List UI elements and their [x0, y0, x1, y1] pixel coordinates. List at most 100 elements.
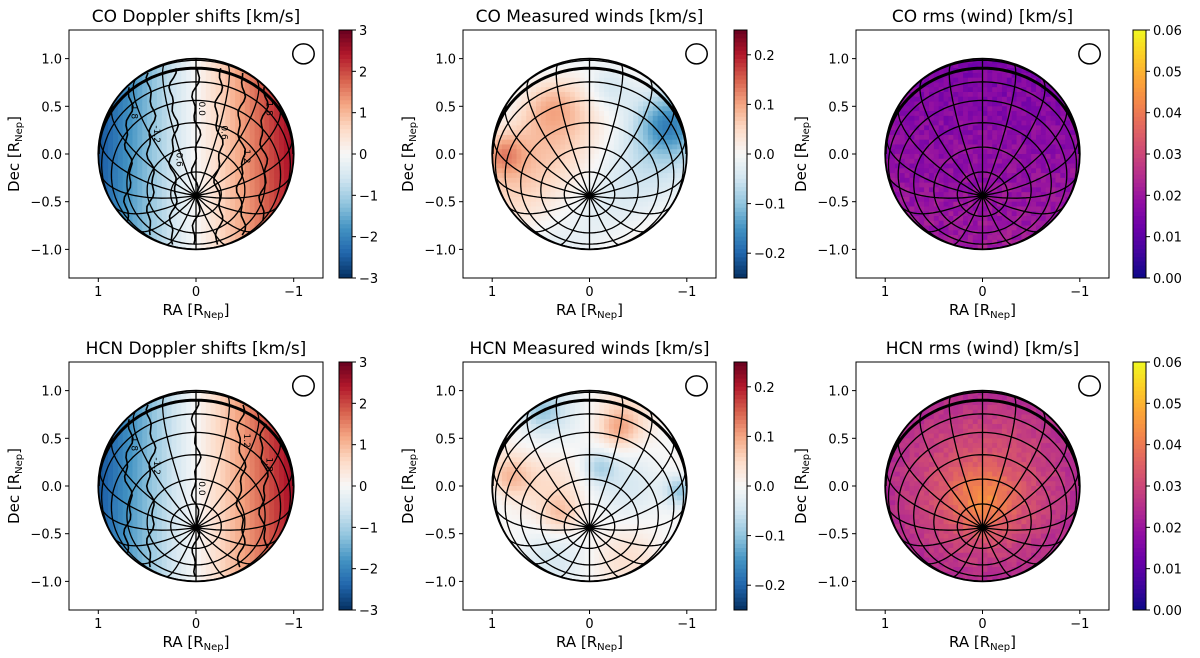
beam-ellipse	[291, 43, 315, 65]
colorbar-tick-label: 0.04	[1153, 107, 1182, 122]
meridian-line	[555, 394, 591, 528]
panel-title: HCN Doppler shifts [km/s]	[86, 339, 307, 359]
meridian-line	[900, 527, 983, 547]
y-tick-label: 0.5	[41, 432, 62, 447]
colorbar-tick-label: 0.04	[1153, 439, 1182, 454]
panel-title: CO rms (wind) [km/s]	[892, 7, 1073, 27]
panel-co-rms: 1 0 −1 1.0 0.5 0.0 −0.5 −1.0 CO rms (wind) [km/s…	[792, 7, 1182, 321]
meridian-line	[589, 466, 686, 529]
limb-outline	[491, 389, 688, 583]
colorbar-tick-label: 0.0	[754, 148, 775, 163]
colorbar-tick-label: 0.01	[1153, 231, 1182, 246]
x-axis-label: RA [RNep]	[163, 301, 230, 321]
meridian-line	[589, 504, 686, 531]
colorbar-tick-label: 0.2	[754, 381, 775, 396]
meridian-line	[558, 195, 591, 246]
y-tick-label: −0.5	[424, 196, 456, 211]
meridian-line	[555, 62, 591, 196]
latitude-line	[913, 122, 1052, 245]
x-tick-label: 0	[978, 285, 986, 300]
colorbar-tick-label: −3	[359, 604, 378, 619]
x-tick-label: −1	[677, 617, 696, 632]
graticule	[98, 58, 294, 250]
x-tick-label: 1	[881, 285, 889, 300]
meridian-line	[530, 527, 590, 565]
meridian-line	[99, 466, 197, 529]
contours: -1.8 -1.2 -0.6 0.0 0.6 1.2 1.8	[122, 68, 274, 245]
colorbar-tick-label: −2	[359, 563, 378, 578]
y-tick-label: 1.0	[41, 53, 62, 68]
latitude-line	[520, 122, 659, 245]
contour-line	[258, 87, 270, 221]
colorbar-tick-label: 0.1	[754, 430, 775, 445]
meridian-line	[981, 62, 1017, 196]
beam-ellipse	[291, 375, 315, 397]
meridian-line	[589, 134, 686, 197]
meridian-line	[982, 527, 1065, 547]
meridian-line	[886, 466, 983, 529]
meridian-line	[982, 504, 1079, 531]
y-tick-label: 0.0	[435, 480, 456, 495]
meridian-line	[165, 195, 197, 246]
meridian-line	[99, 172, 197, 199]
panel-co-winds: 1 0 −1 1.0 0.5 0.0 −0.5 −1.0 CO Measured winds […	[399, 7, 786, 321]
contour-label: -1.8	[128, 434, 138, 452]
contour-label: 1.8	[264, 457, 274, 472]
contour-line	[213, 68, 224, 245]
meridian-line	[195, 527, 279, 547]
meridian-line	[982, 195, 1065, 215]
meridian-line	[493, 466, 590, 529]
limb-outline	[97, 57, 295, 251]
panel-title: HCN Measured winds [km/s]	[470, 339, 710, 359]
latitude-line	[170, 171, 222, 218]
colorbar-tick-label: 0.05	[1153, 397, 1182, 412]
meridian-line	[589, 172, 686, 199]
meridian-line	[981, 394, 1017, 528]
y-tick-label: 0.5	[828, 432, 849, 447]
colorbar-tick-label: 0.2	[754, 49, 775, 64]
meridian-line	[504, 435, 590, 529]
y-tick-label: 1.0	[435, 53, 456, 68]
y-axis-label: Dec [RNep]	[792, 448, 812, 524]
y-axis-label: Dec [RNep]	[399, 116, 419, 192]
y-tick-label: 1.0	[828, 53, 849, 68]
latitude-line	[126, 122, 266, 245]
limb-outline	[884, 57, 1081, 251]
meridian-line	[195, 435, 282, 529]
panel-hcn-winds: 1 0 −1 1.0 0.5 0.0 −0.5 −1.0 HCN Measured winds …	[399, 339, 786, 653]
y-tick-label: −1.0	[817, 243, 849, 258]
colorbar-tick-label: −2	[359, 231, 378, 246]
meridian-line	[99, 504, 197, 531]
contour-label: 0.0	[196, 102, 206, 117]
meridian-line	[588, 62, 624, 196]
meridian-line	[588, 195, 621, 246]
data-field	[492, 58, 687, 250]
x-axis-label: RA [RNep]	[556, 301, 623, 321]
latitude-line	[540, 146, 639, 234]
latitude-line	[933, 146, 1032, 234]
y-axis-label: Dec [RNep]	[792, 116, 812, 192]
panel-title: CO Doppler shifts [km/s]	[92, 7, 301, 27]
y-tick-label: 1.0	[828, 385, 849, 400]
y-tick-label: −1.0	[424, 575, 456, 590]
contour-line	[168, 68, 180, 245]
meridian-line	[137, 195, 197, 233]
colorbar-tick-label: 0.06	[1153, 24, 1182, 39]
graticule	[885, 390, 1080, 582]
latitude-line	[563, 503, 616, 550]
latitude-line	[563, 171, 616, 218]
x-tick-label: −1	[284, 285, 303, 300]
colorbar-tick-label: −1	[359, 521, 378, 536]
x-axis-label: RA [RNep]	[163, 633, 230, 653]
panel-hcn-doppler: -1.8 -1.2 0.0 1.2 1.8 1 0 −1 1.0 0.5 0.0 −0.5 −1.0 HC…	[5, 339, 378, 653]
y-axis-label: Dec [RNep]	[5, 448, 25, 524]
x-tick-label: −1	[1070, 285, 1089, 300]
y-tick-label: 0.0	[828, 148, 849, 163]
contour-label: 1.2	[241, 149, 251, 163]
meridian-line	[110, 435, 197, 529]
colorbar-tick-label: 3	[359, 356, 367, 371]
latitude-line	[520, 454, 659, 577]
latitude-line	[933, 478, 1032, 566]
colorbar-tick-label: 0.02	[1153, 189, 1182, 204]
